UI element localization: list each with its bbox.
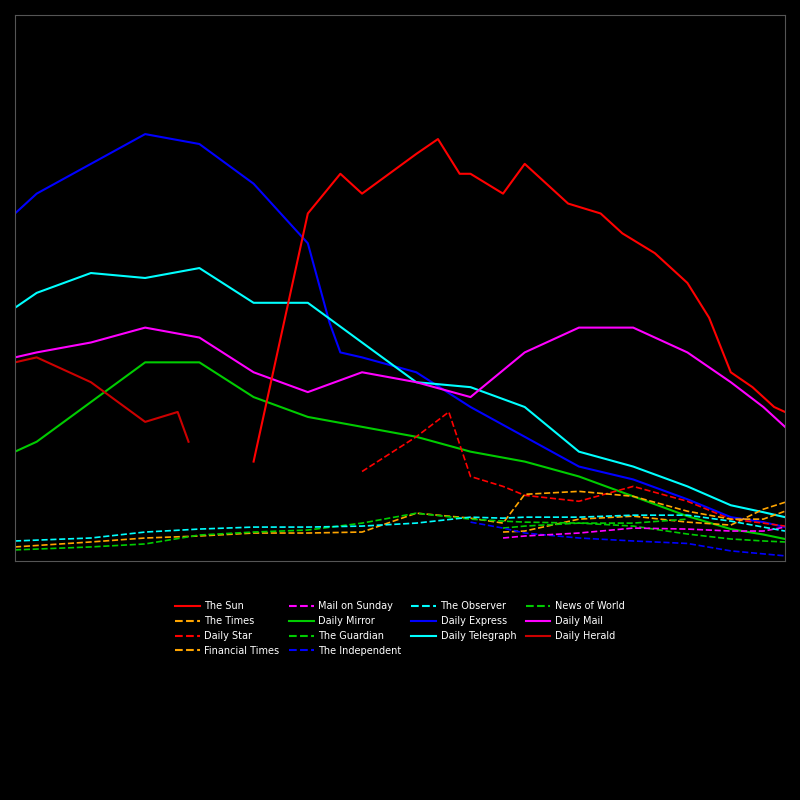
Legend: The Sun, The Times, Daily Star, Financial Times, Mail on Sunday, Daily Mirror, T: The Sun, The Times, Daily Star, Financia… <box>171 598 629 660</box>
